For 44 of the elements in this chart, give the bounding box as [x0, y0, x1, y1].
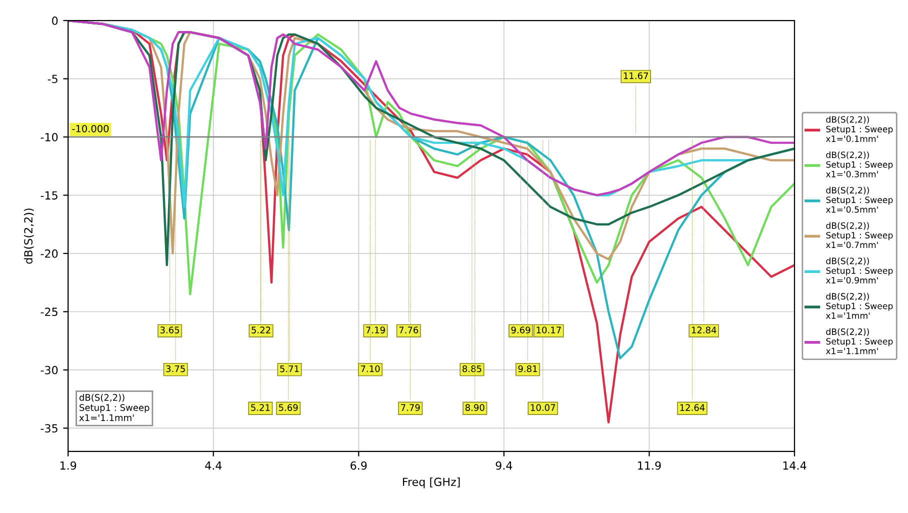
x-tick-label: 1.9: [60, 461, 76, 470]
annotation: 3.65: [160, 326, 180, 334]
annotation: 12.84: [692, 326, 716, 334]
annotation: 7.10: [360, 365, 380, 372]
annotation: 8.90: [465, 404, 484, 411]
annotation: 7.76: [399, 326, 418, 334]
annotation: 10.07: [530, 404, 556, 411]
y-tick-label: -35: [40, 424, 58, 433]
annotation: 7.79: [401, 404, 420, 411]
y-tick-label: -25: [40, 308, 58, 316]
x-tick-label: 6.9: [350, 461, 367, 470]
annotation: 5.22: [252, 326, 270, 334]
annotation: 5.21: [251, 404, 270, 411]
annotation: 9.69: [511, 326, 530, 334]
annotation: 8.85: [462, 365, 482, 372]
x-axis-title: Freq [GHz]: [402, 477, 460, 488]
x-tick-label: 14.4: [783, 462, 806, 470]
y-tick-label: -30: [40, 366, 58, 374]
annotation: 5.69: [278, 404, 298, 411]
legend-label: dB(S(2,2)) Setup1 : Sweep x1='1.1mm': [826, 328, 893, 354]
annotation: 3.75: [166, 365, 185, 372]
legend-label: dB(S(2,2)) Setup1 : Sweep x1='0.9mm': [826, 258, 893, 284]
legend-label: dB(S(2,2)) Setup1 : Sweep x1='0.7mm': [826, 222, 893, 248]
legend-label: dB(S(2,2)) Setup1 : Sweep x1='0.5mm': [826, 186, 893, 213]
annotation: 10.17: [536, 326, 561, 334]
annotation: 7.19: [366, 326, 385, 334]
annotation: 9.81: [518, 365, 537, 372]
ref-line-label: -10.000: [72, 124, 109, 132]
y-tick-label: -15: [40, 191, 58, 200]
legend-label: dB(S(2,2)) Setup1 : Sweep x1='0.3mm': [826, 151, 893, 178]
annotation: dB(S(2,2)) Setup1 : Sweep x1='1.1mm': [79, 394, 150, 421]
annotation: 11.67: [624, 72, 648, 80]
y-tick-label: -10: [40, 132, 58, 142]
y-tick-label: 0: [52, 16, 58, 25]
y-axis-title: dB(S(2,2)): [24, 208, 34, 264]
annotation: 12.64: [680, 404, 705, 411]
y-tick-label: -20: [40, 249, 58, 258]
x-tick-label: 9.4: [496, 461, 512, 470]
legend-label: dB(S(2,2)) Setup1 : Sweep x1='1mm': [826, 292, 893, 319]
legend-label: dB(S(2,2)) Setup1 : Sweep x1='0.1mm': [826, 116, 893, 142]
annotation: 5.71: [280, 365, 299, 372]
x-tick-label: 4.4: [205, 462, 222, 470]
x-tick-label: 11.9: [638, 461, 661, 470]
y-tick-label: -5: [48, 74, 58, 84]
